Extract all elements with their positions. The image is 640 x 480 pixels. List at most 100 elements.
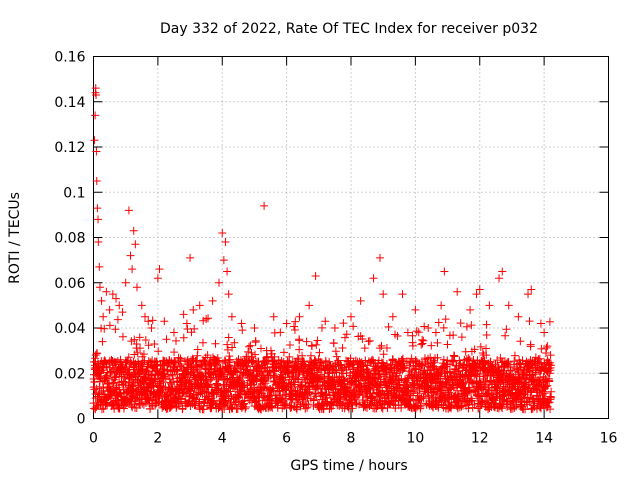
data-point	[179, 310, 188, 319]
data-point	[169, 328, 178, 337]
data-point	[361, 402, 370, 411]
data-point	[128, 265, 137, 274]
data-point	[162, 335, 171, 344]
data-point	[228, 343, 237, 352]
data-point	[223, 345, 232, 354]
data-point	[221, 238, 230, 247]
data-point	[108, 290, 117, 299]
data-point	[270, 328, 279, 337]
data-point	[196, 389, 205, 398]
y-axis-label: ROTI / TECUs	[7, 192, 23, 284]
data-point	[372, 395, 381, 404]
data-point	[478, 357, 487, 366]
data-point	[99, 312, 108, 321]
data-point	[112, 294, 121, 303]
data-point	[92, 147, 101, 156]
data-point	[226, 387, 235, 396]
data-point	[527, 285, 536, 294]
data-point	[521, 374, 530, 383]
x-tick-label: 14	[535, 431, 553, 447]
data-point	[95, 388, 104, 397]
data-point	[298, 351, 307, 360]
data-point	[351, 394, 360, 403]
data-point	[137, 301, 146, 310]
y-tick-label: 0.06	[54, 276, 85, 292]
data-point	[504, 301, 513, 310]
data-point	[172, 336, 181, 345]
data-point	[388, 356, 397, 365]
data-point	[339, 319, 348, 328]
data-point	[144, 394, 153, 403]
data-point	[321, 317, 330, 326]
data-point	[144, 341, 153, 350]
data-point	[313, 336, 322, 345]
data-point	[545, 376, 554, 385]
data-point	[480, 382, 489, 391]
x-tick-label: 0	[89, 431, 98, 447]
data-point	[289, 322, 298, 331]
data-point	[294, 370, 303, 379]
data-point	[105, 374, 114, 383]
data-point	[144, 317, 153, 326]
data-point	[526, 340, 535, 349]
data-point	[215, 278, 224, 287]
data-point	[464, 354, 473, 363]
x-tick-label: 8	[347, 431, 356, 447]
data-point	[419, 336, 428, 345]
data-point	[90, 377, 99, 386]
grid	[93, 56, 609, 419]
data-point	[248, 358, 257, 367]
data-point	[542, 343, 551, 352]
data-point	[431, 328, 440, 337]
data-point	[403, 328, 412, 337]
data-point	[411, 305, 420, 314]
data-point	[100, 324, 109, 333]
data-point	[101, 357, 110, 366]
data-point	[411, 372, 420, 381]
data-point	[538, 387, 547, 396]
data-point	[141, 312, 149, 321]
data-point	[93, 204, 102, 213]
data-point	[332, 352, 341, 361]
data-point	[496, 354, 505, 363]
data-point	[473, 390, 482, 399]
data-points	[89, 84, 556, 414]
data-point	[131, 240, 140, 249]
data-point	[450, 352, 459, 361]
data-point	[291, 317, 300, 326]
data-point	[113, 315, 122, 324]
data-point	[417, 361, 426, 370]
x-tick-label: 4	[218, 431, 227, 447]
x-tick-label: 6	[282, 431, 291, 447]
data-point	[480, 356, 489, 365]
data-point	[467, 321, 476, 330]
data-point	[537, 344, 546, 353]
data-point	[411, 356, 420, 365]
data-point	[91, 84, 100, 93]
data-point	[302, 337, 311, 346]
data-point	[105, 321, 114, 330]
data-point	[475, 285, 484, 294]
data-point	[129, 226, 138, 235]
data-point	[340, 333, 349, 342]
data-point	[119, 381, 128, 390]
data-point	[257, 405, 266, 414]
data-point	[179, 333, 188, 342]
data-point	[485, 301, 494, 310]
data-point	[540, 328, 549, 337]
data-point	[223, 267, 232, 276]
data-point	[90, 136, 99, 145]
x-tick-label: 16	[600, 431, 618, 447]
data-point	[285, 341, 294, 350]
data-point	[312, 340, 321, 349]
data-point	[130, 368, 139, 377]
data-point	[352, 399, 361, 408]
data-point	[223, 340, 232, 349]
data-point	[466, 305, 475, 314]
data-point	[193, 345, 202, 354]
data-point	[130, 350, 139, 359]
data-point	[330, 324, 339, 332]
data-point	[470, 345, 479, 354]
y-tick-label: 0.16	[54, 50, 85, 66]
data-point	[311, 271, 320, 280]
